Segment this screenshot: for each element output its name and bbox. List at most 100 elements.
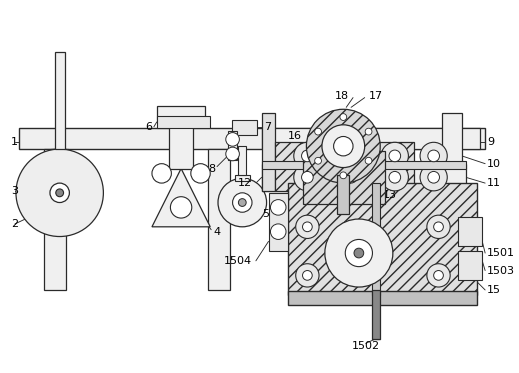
Circle shape <box>337 142 365 169</box>
Circle shape <box>428 172 440 183</box>
Bar <box>458 217 482 246</box>
Bar <box>19 128 485 149</box>
Circle shape <box>365 128 372 135</box>
Circle shape <box>56 189 63 197</box>
Text: 2: 2 <box>11 219 18 229</box>
Circle shape <box>434 222 443 232</box>
Circle shape <box>389 150 401 162</box>
Circle shape <box>354 248 364 258</box>
Bar <box>208 149 230 290</box>
Circle shape <box>270 224 286 239</box>
Bar <box>442 113 462 191</box>
Bar <box>373 290 380 339</box>
Text: 11: 11 <box>487 178 501 188</box>
Text: 1504: 1504 <box>224 256 252 266</box>
Bar <box>55 52 64 149</box>
Bar <box>337 175 349 214</box>
Circle shape <box>218 178 267 227</box>
Bar <box>288 291 477 304</box>
Circle shape <box>345 172 357 183</box>
Bar <box>346 142 414 191</box>
Circle shape <box>427 215 450 238</box>
Circle shape <box>427 264 450 287</box>
Text: 1502: 1502 <box>351 341 380 351</box>
Bar <box>231 120 257 135</box>
Text: 6: 6 <box>145 122 152 132</box>
Circle shape <box>325 219 393 287</box>
Text: 17: 17 <box>368 91 383 101</box>
Bar <box>371 149 392 290</box>
Circle shape <box>294 142 321 169</box>
Circle shape <box>381 142 408 169</box>
Text: 1501: 1501 <box>487 248 515 258</box>
Wedge shape <box>317 131 370 157</box>
Text: 15: 15 <box>487 285 501 295</box>
Circle shape <box>50 183 70 203</box>
Bar <box>157 116 210 128</box>
Circle shape <box>345 150 357 162</box>
Bar <box>235 175 250 181</box>
Circle shape <box>226 132 239 146</box>
Circle shape <box>337 164 365 191</box>
Text: 1503: 1503 <box>487 266 515 276</box>
Circle shape <box>238 199 246 206</box>
Bar <box>262 164 466 191</box>
Circle shape <box>428 150 440 162</box>
Circle shape <box>381 164 408 191</box>
Polygon shape <box>152 169 210 227</box>
Bar <box>238 146 246 175</box>
Circle shape <box>233 193 252 212</box>
Circle shape <box>191 164 210 183</box>
Circle shape <box>170 197 192 218</box>
Text: 18: 18 <box>335 91 349 101</box>
Text: 1: 1 <box>11 137 18 147</box>
Text: 3: 3 <box>11 186 18 196</box>
Circle shape <box>322 125 365 167</box>
Bar <box>268 193 288 251</box>
Bar <box>275 142 343 191</box>
Circle shape <box>315 157 321 164</box>
Bar <box>44 149 65 290</box>
Bar <box>228 131 237 160</box>
Circle shape <box>302 172 313 183</box>
Text: 12: 12 <box>238 178 252 188</box>
Circle shape <box>365 157 372 164</box>
Text: 4: 4 <box>213 227 220 237</box>
Circle shape <box>420 142 447 169</box>
Circle shape <box>152 164 171 183</box>
Circle shape <box>270 200 286 215</box>
Circle shape <box>340 172 347 179</box>
Bar <box>157 106 206 120</box>
Circle shape <box>389 172 401 183</box>
Text: 7: 7 <box>264 122 271 132</box>
Bar <box>288 183 477 295</box>
Circle shape <box>294 164 321 191</box>
Circle shape <box>303 222 312 232</box>
Circle shape <box>16 149 103 236</box>
Circle shape <box>315 128 321 135</box>
Circle shape <box>345 239 373 267</box>
Circle shape <box>296 215 319 238</box>
Text: 10: 10 <box>487 159 501 169</box>
Bar <box>373 183 380 295</box>
Circle shape <box>302 150 313 162</box>
Text: 14: 14 <box>310 190 324 200</box>
Bar <box>262 113 275 191</box>
Text: 13: 13 <box>383 190 397 200</box>
Bar <box>262 128 480 149</box>
Bar <box>458 251 482 280</box>
Circle shape <box>420 164 447 191</box>
Circle shape <box>303 270 312 280</box>
Text: 5: 5 <box>262 209 269 219</box>
Text: 16: 16 <box>288 131 302 141</box>
Text: 8: 8 <box>208 163 215 173</box>
Circle shape <box>340 114 347 120</box>
Circle shape <box>296 264 319 287</box>
Circle shape <box>306 109 380 183</box>
Circle shape <box>226 147 239 161</box>
Circle shape <box>334 137 353 156</box>
Bar <box>262 161 466 169</box>
Text: 9: 9 <box>487 137 494 147</box>
Bar <box>303 151 385 204</box>
Bar <box>169 115 193 169</box>
